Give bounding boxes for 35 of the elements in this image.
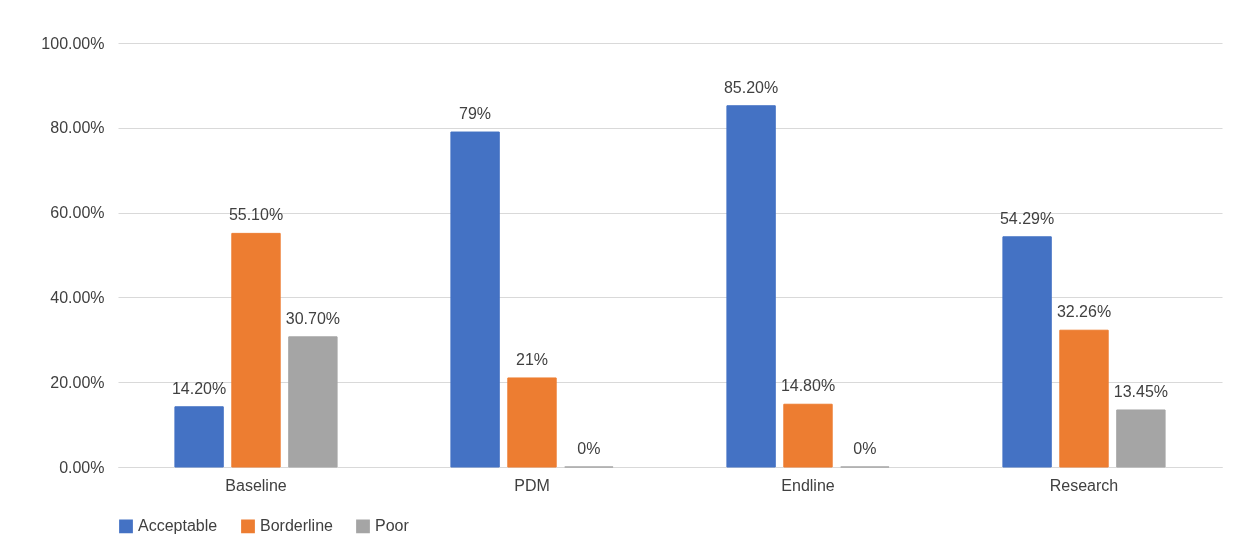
data-label: 55.10%: [228, 206, 284, 224]
y-tick-label: 60.00%: [50, 204, 105, 222]
data-label: 13.45%: [1113, 382, 1169, 400]
bar: [450, 131, 500, 468]
data-label: 21%: [515, 350, 549, 368]
y-tick-label: 100.00%: [41, 34, 105, 52]
x-tick-label: PDM: [514, 476, 550, 494]
bar: [231, 232, 281, 468]
bar: [288, 336, 338, 468]
y-tick-label: 0.00%: [59, 458, 105, 476]
y-tick-label: 40.00%: [50, 288, 105, 306]
x-tick-label: Research: [1049, 476, 1119, 494]
bar: [783, 403, 833, 468]
bar: [507, 377, 557, 468]
bar: [1002, 236, 1052, 468]
legend-label: Borderline: [260, 517, 334, 535]
legend-label: Poor: [375, 517, 410, 535]
data-label: 0%: [853, 440, 877, 457]
data-label: 30.70%: [285, 309, 341, 327]
legend-label: Acceptable: [138, 517, 218, 535]
bar: [1116, 409, 1166, 468]
data-label: 14.20%: [171, 379, 227, 397]
data-label: 85.20%: [723, 78, 779, 96]
bar: [174, 406, 224, 468]
x-tick-label: Baseline: [225, 476, 287, 494]
data-label: 32.26%: [1056, 303, 1112, 321]
bar: [1059, 329, 1109, 468]
x-tick-label: Endline: [781, 476, 835, 494]
bar: [726, 105, 776, 468]
y-tick-label: 80.00%: [50, 119, 105, 137]
data-label: 0%: [577, 440, 601, 457]
data-label: 54.29%: [999, 209, 1055, 227]
y-tick-label: 20.00%: [50, 373, 105, 391]
data-label: 79%: [459, 105, 492, 123]
data-label: 14.80%: [780, 377, 836, 395]
